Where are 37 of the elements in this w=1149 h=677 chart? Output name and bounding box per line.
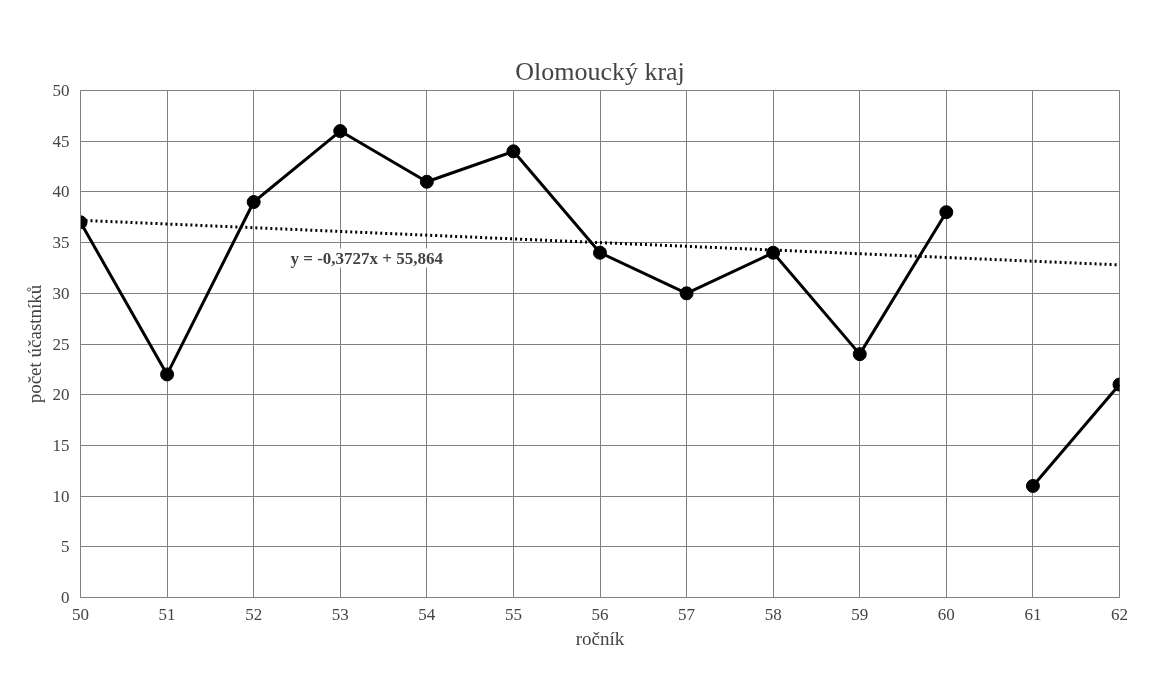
y-tick-label: 50 [52, 81, 70, 100]
x-tick-label: 53 [331, 604, 349, 624]
point [852, 347, 867, 362]
y-tick-label: 10 [52, 486, 70, 506]
y-tick-label: 40 [52, 182, 70, 202]
y-axis-title: počet účastníků [23, 284, 45, 404]
x-tick-label: 56 [591, 604, 609, 624]
point [333, 124, 348, 139]
y-tick-label: 0 [61, 588, 70, 607]
y-tick-label: 30 [52, 283, 70, 303]
y-tick-label: 5 [61, 537, 70, 557]
y-tick-label: 35 [52, 233, 70, 253]
y-tick-label: 20 [52, 385, 70, 405]
point [766, 245, 781, 260]
point [679, 286, 694, 301]
x-tick-label: 52 [245, 604, 263, 624]
annotation: y = -0,3727x + 55,864 [290, 248, 444, 268]
x-tick-label: 62 [1111, 604, 1128, 624]
x-tick-label: 54 [418, 604, 436, 624]
x-tick-label: 55 [504, 604, 522, 624]
point [939, 205, 954, 220]
point [246, 195, 261, 210]
point [419, 174, 434, 189]
y-tick-label: 25 [52, 334, 70, 354]
x-tick-label: 60 [937, 604, 955, 624]
x-tick-label: 51 [158, 604, 176, 624]
x-tick-label: 59 [851, 604, 869, 624]
y-tick-label: 15 [52, 435, 70, 455]
x-tick-label: 58 [764, 604, 782, 624]
point [593, 245, 607, 260]
point [160, 367, 175, 382]
x-axis-title: ročník [575, 627, 625, 649]
y-tick-label: 45 [52, 131, 70, 151]
x-tick-label: 61 [1024, 604, 1042, 624]
chart-title: Olomoucký kraj [515, 56, 685, 86]
point [506, 144, 521, 159]
x-tick-label: 57 [678, 604, 696, 624]
